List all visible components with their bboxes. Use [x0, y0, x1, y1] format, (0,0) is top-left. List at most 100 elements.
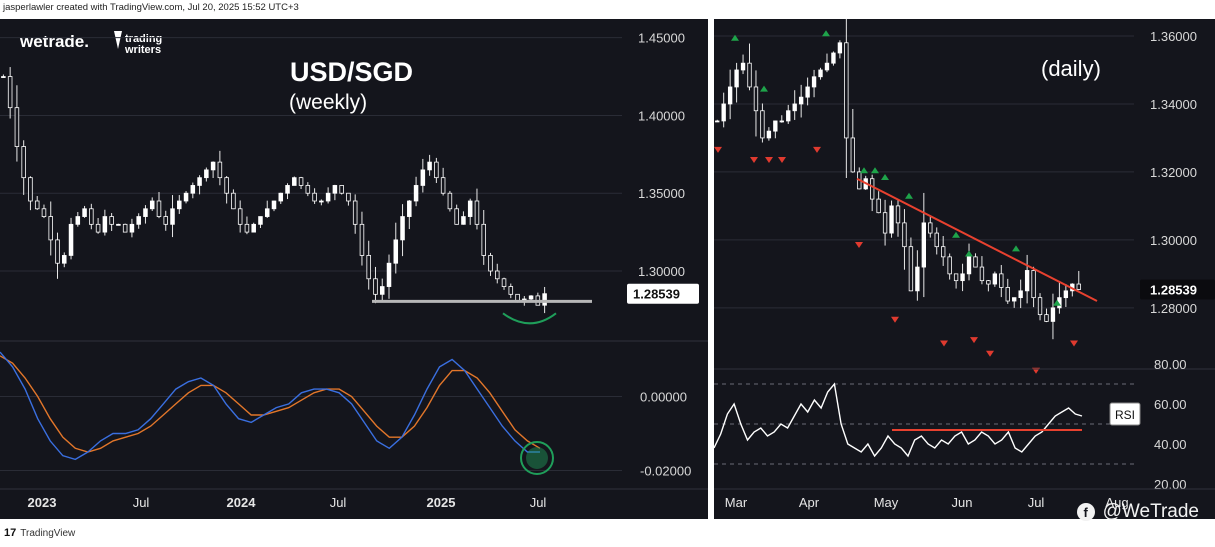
y-tick-label: 1.36000: [1150, 29, 1197, 44]
x-tick-label: 2024: [227, 495, 257, 510]
swing-high-arrow: [760, 85, 768, 92]
weekly-candle: [183, 192, 189, 202]
daily-candle: [915, 266, 920, 292]
y-tick-label: 1.45000: [638, 31, 685, 46]
chart-title: USD/SGD: [290, 57, 413, 87]
y-tick-label: 1.40000: [638, 108, 685, 123]
weekly-candle: [319, 200, 324, 203]
daily-candle: [928, 222, 933, 234]
weekly-candle: [136, 216, 141, 225]
y-tick-label: 1.34000: [1150, 97, 1197, 112]
swing-high-arrow: [731, 34, 739, 41]
swing-high-arrow: [822, 30, 830, 37]
weekly-candle: [21, 146, 26, 179]
rsi-pane: [713, 382, 1134, 465]
daily-candle: [979, 266, 985, 282]
tradingview-footer[interactable]: 17 TradingView: [4, 527, 75, 539]
swing-low-arrow: [986, 350, 994, 357]
weekly-candle: [474, 200, 480, 225]
weekly-candle: [379, 286, 385, 295]
weekly-candle: [251, 223, 256, 233]
weekly-candle: [7, 76, 13, 109]
rsi-tick-label: 40.00: [1154, 437, 1187, 452]
daily-candle: [934, 232, 939, 248]
weekly-candle: [413, 185, 419, 202]
y-tick-label: 1.32000: [1150, 165, 1197, 180]
daily-candle: [1005, 287, 1010, 302]
weekly-chart-svg: wetrade. trading writers USD/SGD (weekly…: [0, 31, 708, 510]
weekly-chart-panel: wetrade. trading writers USD/SGD (weekly…: [0, 19, 708, 519]
weekly-candle: [210, 161, 216, 171]
x-tick-label: May: [874, 495, 899, 510]
daily-candle: [992, 273, 998, 285]
swing-low-arrow: [765, 157, 773, 164]
daily-candle: [882, 212, 888, 234]
daily-candle: [837, 42, 843, 54]
daily-candle: [740, 62, 746, 71]
macd-pane: [0, 351, 622, 475]
weekly-candle: [143, 208, 148, 217]
weekly-candle: [89, 208, 94, 225]
weekly-candle: [427, 161, 432, 171]
macd-line: [0, 351, 540, 461]
weekly-candle: [454, 208, 459, 225]
trading-writers-icon: [114, 31, 122, 49]
weekly-candle: [163, 216, 169, 225]
crossover-highlight: [520, 441, 554, 475]
daily-candle: [1012, 297, 1017, 302]
weekly-candle: [14, 107, 20, 147]
y-tick-label: 1.35000: [638, 186, 685, 201]
weekly-candle: [352, 200, 358, 225]
daily-candle: [734, 69, 739, 88]
daily-price-pane: [714, 0, 1134, 374]
daily-candle: [747, 62, 752, 88]
weekly-candle: [1, 76, 6, 78]
weekly-axes: 1.45000 1.40000 1.35000 1.30000 1.28539 0.000…: [0, 31, 708, 510]
swing-low-arrow: [855, 241, 863, 248]
daily-candle: [760, 110, 765, 139]
weekly-candle: [447, 192, 453, 210]
weekly-candle: [170, 208, 175, 225]
weekly-candle: [501, 278, 507, 287]
daily-candle: [966, 256, 972, 275]
swing-low-arrow: [891, 316, 899, 323]
y-tick-label: 1.30000: [638, 264, 685, 279]
weekly-candle: [440, 177, 446, 194]
weekly-candle: [373, 278, 378, 295]
weekly-candle: [359, 223, 365, 256]
swing-low-arrow: [750, 157, 758, 164]
weekly-candle: [481, 223, 486, 256]
weekly-candle: [82, 208, 87, 217]
weekly-candle: [41, 208, 47, 217]
daily-candle: [766, 130, 772, 139]
macd-tick-label: -0.02000: [640, 464, 691, 479]
weekly-candle: [386, 262, 392, 287]
daily-candle: [908, 246, 914, 292]
swing-high-arrow: [952, 231, 960, 238]
daily-candle: [753, 86, 759, 112]
daily-candle: [1076, 283, 1081, 290]
weekly-price-pane: [0, 37, 622, 325]
daily-candle: [715, 120, 720, 123]
daily-candle: [1024, 270, 1030, 292]
daily-candle: [798, 96, 804, 105]
weekly-candle: [190, 185, 196, 194]
y-tick-label: 1.28000: [1150, 301, 1197, 316]
rsi-label: RSI: [1115, 408, 1135, 422]
weekly-candle: [292, 177, 297, 186]
swing-low-arrow: [778, 157, 786, 164]
daily-candle: [779, 120, 784, 123]
swing-high-arrow: [871, 167, 879, 174]
daily-candle: [876, 198, 881, 214]
daily-candle: [786, 110, 791, 122]
x-tick-label: Apr: [799, 495, 820, 510]
weekly-candle: [75, 216, 81, 225]
rsi-label-box: [1109, 402, 1141, 426]
daily-candle: [805, 86, 810, 98]
swing-high-arrow: [905, 192, 913, 199]
weekly-candle: [156, 200, 162, 217]
weekly-candle: [542, 293, 547, 306]
weekly-candle: [95, 223, 101, 233]
rsi-line: [713, 382, 1083, 458]
weekly-candle: [278, 192, 284, 202]
